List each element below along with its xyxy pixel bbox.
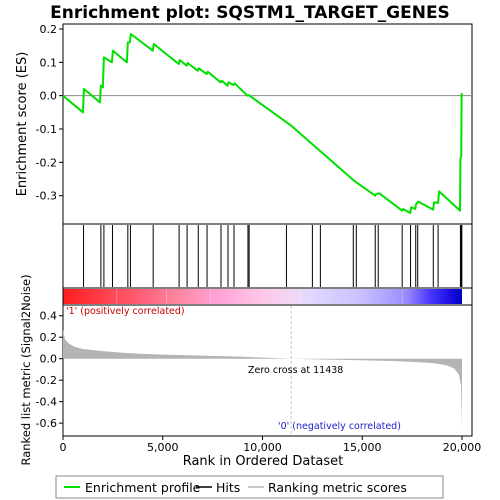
y-tick-label-metric: -0.6 [36,417,57,430]
y-tick-label-metric: -0.2 [36,374,57,387]
y-tick-label-metric: 0.0 [40,353,58,366]
y-tick-label-es: 0.1 [40,56,58,69]
metric-panel-frame [62,304,473,437]
y-tick-label-es: 0.2 [40,23,58,36]
y-tick-label-es: -0.2 [36,156,57,169]
y-tick-label-es: -0.3 [36,190,57,203]
x-tick-label: 0 [60,441,67,454]
y-tick-label-es: -0.1 [36,123,57,136]
legend-hits-label: Hits [216,480,240,495]
y-tick-label-metric: -0.4 [36,396,57,409]
es-plot [62,33,472,214]
y-axis-label-es: Enrichment score (ES) [15,52,30,197]
y-tick-label-metric: 0.4 [40,310,58,323]
enrichment-profile-line [62,33,463,214]
x-axis-label: Rank in Ordered Dataset [183,454,344,469]
legend-profile-label: Enrichment profile [85,480,201,495]
rank-color-strip [63,289,463,304]
negative-label: '0' (negatively correlated) [278,421,401,432]
strip-fill [63,289,463,304]
metric-area [63,329,463,429]
y-tick-label-es: 0.0 [40,90,58,103]
es-panel-frame [62,23,473,225]
x-tick-label: 10,000 [243,441,282,454]
x-tick-label: 5,000 [147,441,179,454]
hits-plot [83,225,463,287]
x-tick-label: 20,000 [443,441,482,454]
zero-cross-label: Zero cross at 11438 [248,365,343,376]
legend-metric-label: Ranking metric scores [268,480,407,495]
metric-plot [63,306,463,435]
legend: Enrichment profile Hits Ranking metric s… [55,475,444,499]
y-tick-label-metric: 0.2 [40,331,58,344]
axis-ticks: 0 5,000 10,000 15,000 20,000 -0.3 -0.2 -0.1 0.0 0… [36,23,482,454]
chart-title: Enrichment plot: SQSTM1_TARGET_GENES [50,3,450,23]
positive-label: '1' (positively correlated) [66,306,185,317]
x-tick-label: 15,000 [343,441,382,454]
y-axis-label-metric: Ranked list metric (Signal2Noise) [19,274,33,465]
